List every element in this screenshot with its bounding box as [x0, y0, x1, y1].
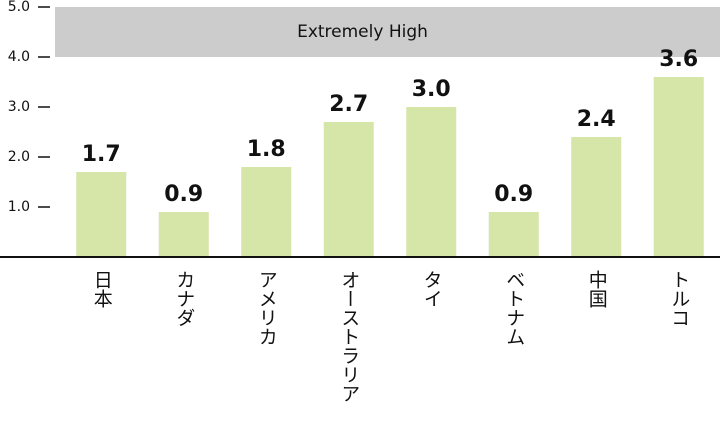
value-label: 0.9 — [494, 182, 533, 207]
threshold-band — [55, 7, 720, 57]
value-label: 2.7 — [329, 92, 368, 117]
x-tick-label: オーストラリア — [338, 270, 360, 403]
x-tick-label: トルコ — [668, 270, 690, 327]
x-tick-label: ベトナム — [503, 270, 525, 346]
x-tick-label: アメリカ — [256, 270, 278, 346]
y-tick-label: 5.0 — [8, 0, 30, 15]
value-label: 1.7 — [82, 142, 121, 167]
y-tick-label: 1.0 — [8, 199, 30, 215]
y-tick-label: 2.0 — [8, 149, 30, 165]
y-tick-label: 4.0 — [8, 49, 30, 65]
bar — [323, 122, 374, 257]
value-label: 3.6 — [659, 47, 698, 72]
bar — [241, 167, 292, 257]
bar — [76, 172, 127, 257]
value-label: 0.9 — [164, 182, 203, 207]
x-tick-label: 中国 — [586, 270, 608, 308]
bar — [571, 137, 622, 257]
x-tick-label: タイ — [421, 270, 443, 308]
bar — [406, 107, 457, 257]
bar — [158, 212, 209, 257]
value-label: 2.4 — [577, 107, 616, 132]
x-tick-label: カナダ — [173, 270, 195, 327]
bar — [488, 212, 539, 257]
x-tick-label: 日本 — [91, 270, 113, 308]
y-tick-label: 3.0 — [8, 99, 30, 115]
value-label: 3.0 — [412, 77, 451, 102]
band-label: Extremely High — [297, 22, 428, 42]
bar — [653, 77, 704, 257]
value-label: 1.8 — [247, 137, 286, 162]
